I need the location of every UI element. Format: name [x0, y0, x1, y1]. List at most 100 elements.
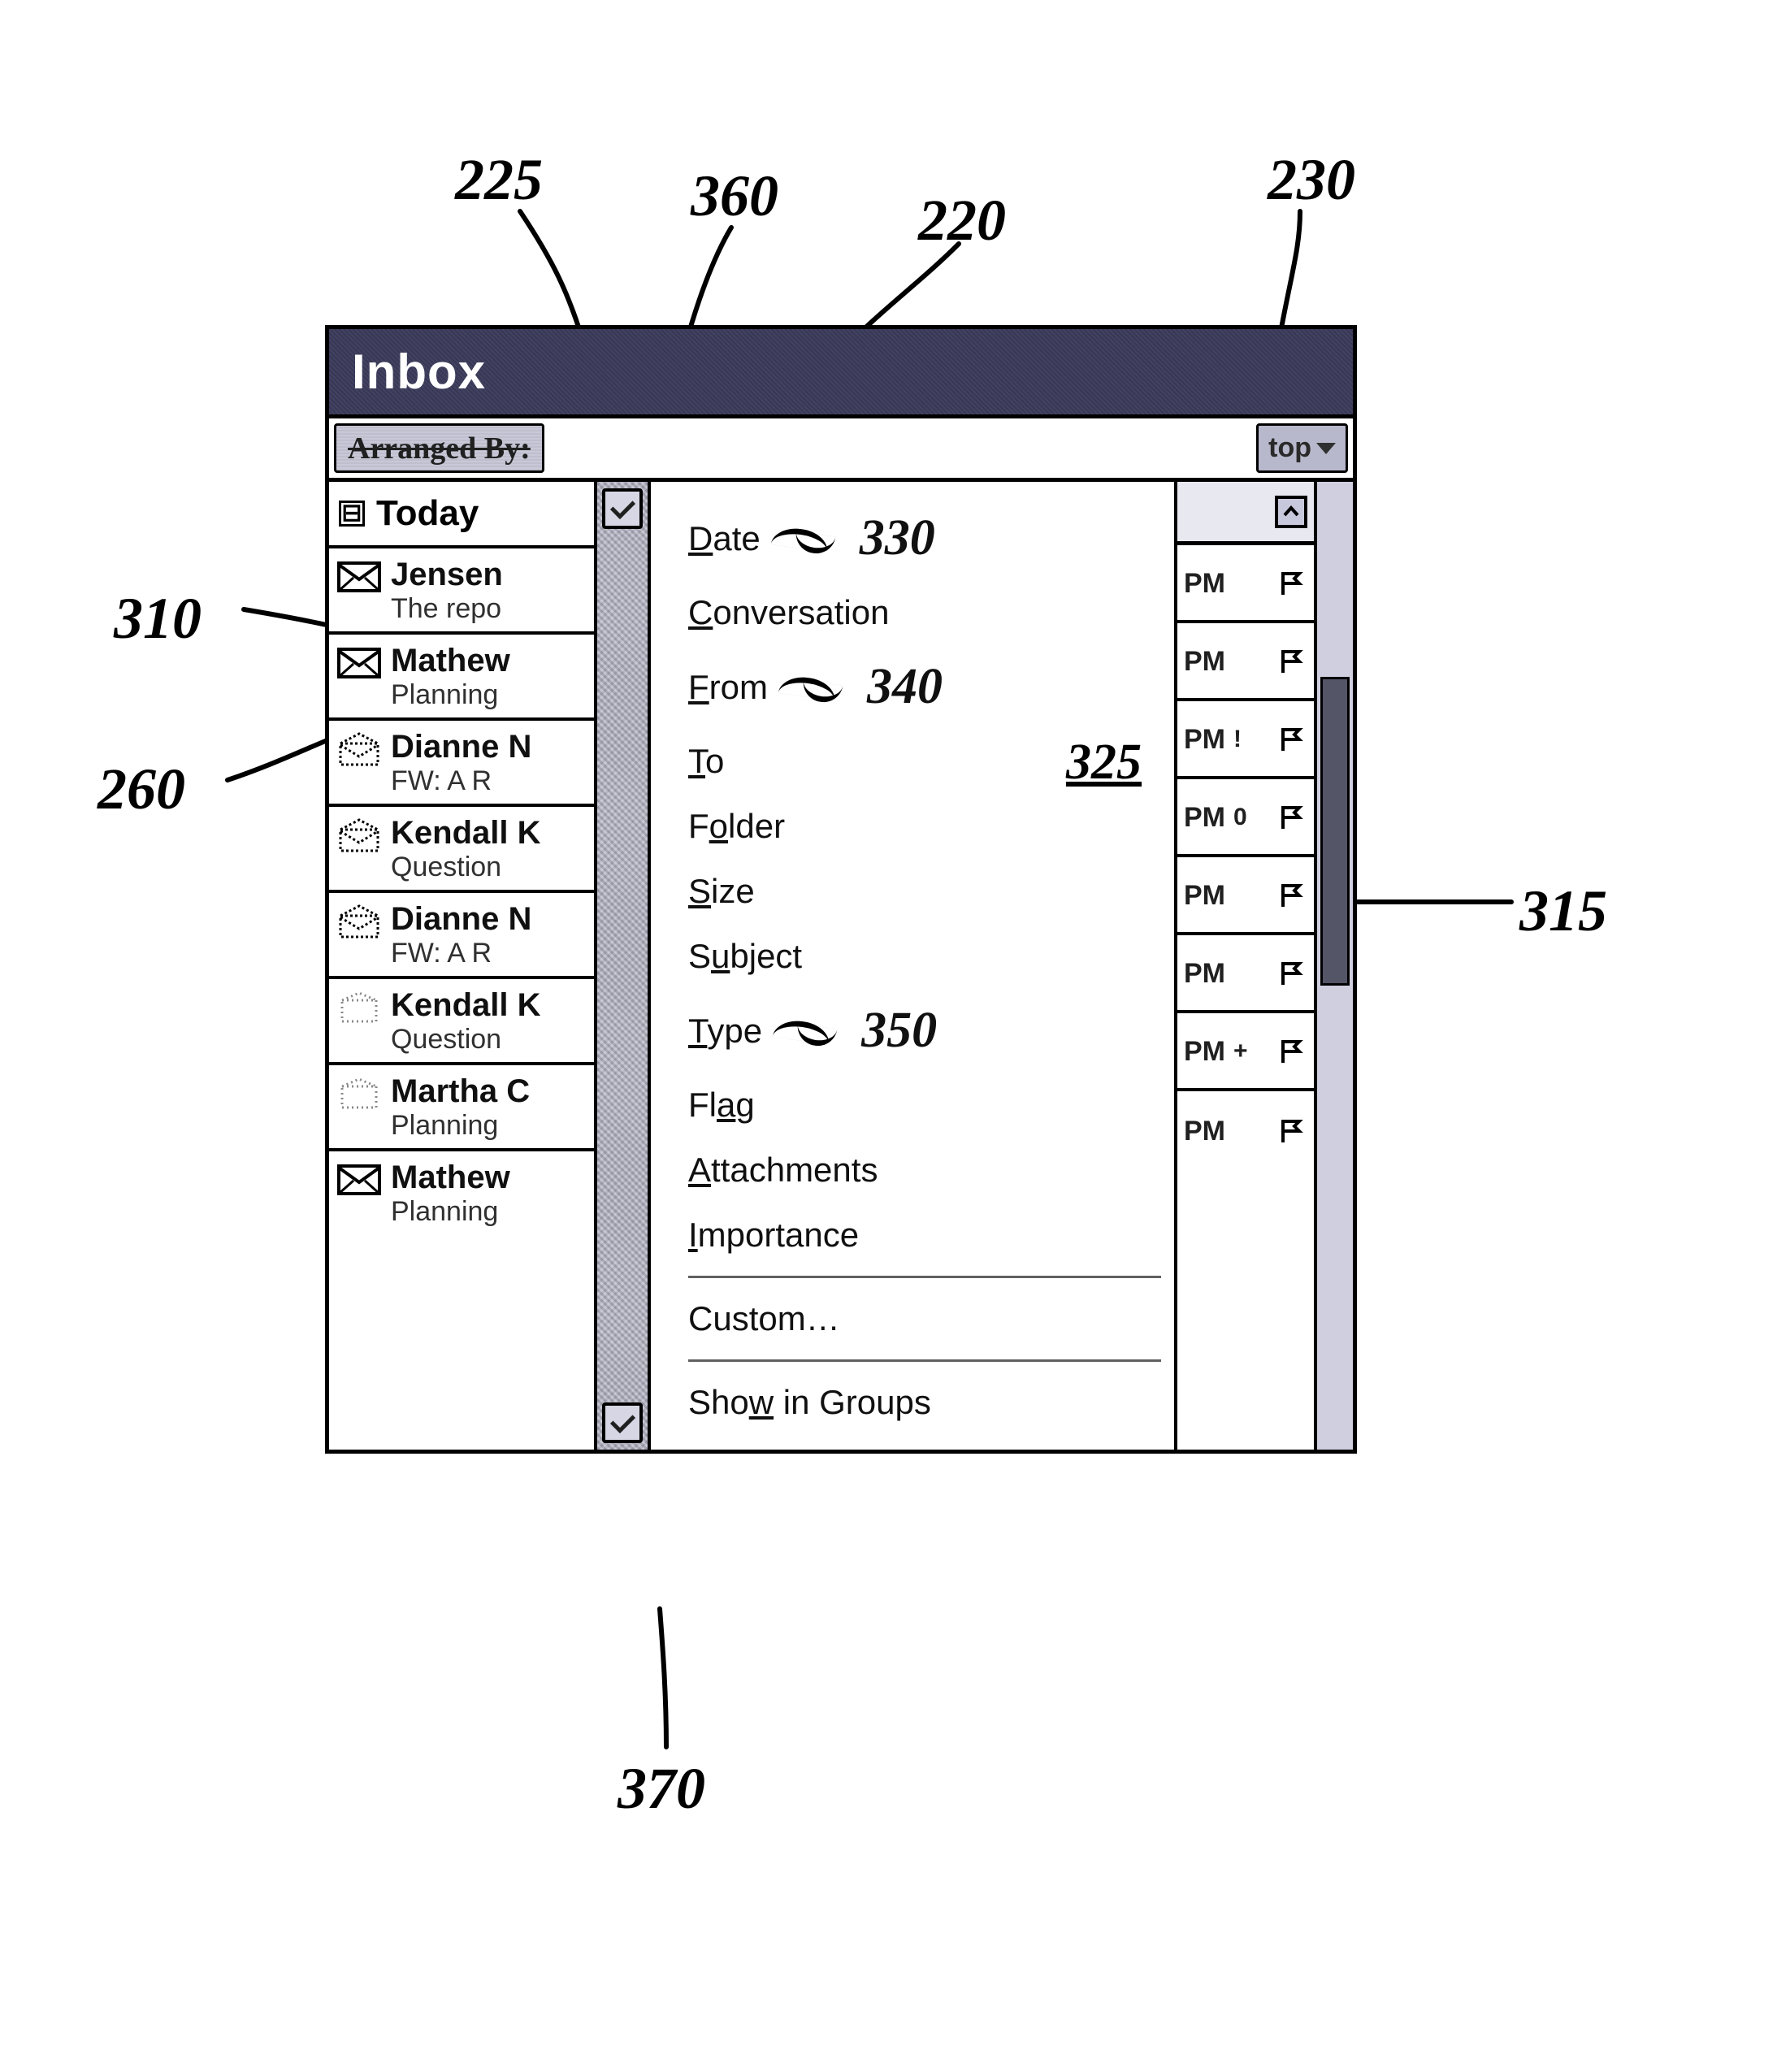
time-flag-row[interactable]: PM + [1177, 1013, 1314, 1091]
menu-item-show-in-groups[interactable]: Show in Groups [683, 1370, 1166, 1435]
time-flag-row[interactable]: PM [1177, 1091, 1314, 1169]
sender: Dianne N [391, 901, 531, 938]
sort-direction-label: top [1268, 432, 1311, 464]
inbox-window: Inbox Arranged By: top ⊟ Today JensenThe… [325, 325, 1357, 1454]
leader-tilde [772, 529, 829, 548]
time-label: PM [1184, 646, 1225, 678]
time-flag-row[interactable]: PM [1177, 935, 1314, 1013]
flag-icon [1278, 725, 1307, 754]
sender: Kendall K [391, 987, 540, 1024]
sender: Mathew [391, 643, 510, 679]
subject: Planning [391, 1196, 510, 1228]
callout-225: 225 [455, 146, 543, 214]
leader-tilde [774, 1021, 830, 1041]
time-flag-row[interactable]: PM [1177, 623, 1314, 701]
message-row[interactable]: Kendall KQuestion [329, 979, 594, 1065]
callout-360: 360 [691, 163, 778, 230]
callout-340: 340 [867, 658, 943, 716]
envelope-open-icon [337, 732, 381, 766]
time-label: PM [1184, 724, 1225, 756]
subject: Question [391, 852, 540, 883]
envelope-closed-icon [337, 646, 381, 680]
flag-icon [1278, 1116, 1307, 1146]
message-row[interactable]: JensenThe repo [329, 548, 594, 635]
menu-item-subject[interactable]: Subject [683, 924, 1166, 989]
chevron-down-icon [1316, 443, 1336, 454]
check-icon [612, 1419, 634, 1428]
time-label: PM [1184, 568, 1225, 600]
callout-260: 260 [98, 756, 185, 823]
menu-item-flag[interactable]: Flag [683, 1073, 1166, 1138]
plus-icon: + [1233, 1038, 1248, 1065]
message-row[interactable]: Dianne NFW: A R [329, 893, 594, 979]
time-flag-row[interactable]: PM [1177, 857, 1314, 935]
callout-315: 315 [1519, 878, 1607, 945]
message-row[interactable]: Dianne NFW: A R [329, 721, 594, 807]
menu-item-attachments[interactable]: Attachments [683, 1138, 1166, 1203]
message-row[interactable]: MathewPlanning [329, 1151, 594, 1234]
menu-separator [688, 1276, 1161, 1278]
menu-item-conversation[interactable]: Conversation [683, 580, 1166, 645]
time-label: PM [1184, 958, 1225, 990]
scrollbar[interactable] [1317, 482, 1353, 1450]
envelope-closed-icon [337, 1163, 381, 1197]
envelope-closed-icon [337, 560, 381, 594]
message-list: ⊟ Today JensenThe repo MathewPlanning Di… [329, 482, 597, 1450]
leader-tilde [779, 678, 836, 697]
subject: Planning [391, 679, 510, 711]
callout-230: 230 [1268, 146, 1355, 214]
time-flag-row[interactable]: PM 0 [1177, 779, 1314, 857]
subject: The repo [391, 593, 503, 625]
menu-item-date[interactable]: Date 330 [683, 496, 1166, 580]
group-label: Today [376, 493, 479, 534]
time-label: PM [1184, 880, 1225, 912]
menu-item-size[interactable]: Size [683, 859, 1166, 924]
flag-icon [1278, 881, 1307, 910]
envelope-open-icon [337, 818, 381, 852]
menu-item-importance[interactable]: Importance [683, 1203, 1166, 1268]
callout-310: 310 [114, 585, 202, 652]
arranged-by-button[interactable]: Arranged By: [334, 423, 544, 473]
importance-icon: ! [1233, 726, 1242, 753]
check-bottom-button[interactable] [602, 1402, 643, 1443]
callout-220: 220 [918, 187, 1006, 254]
callout-370: 370 [618, 1755, 705, 1823]
envelope-read-icon [337, 990, 381, 1025]
message-row[interactable]: Martha CPlanning [329, 1065, 594, 1151]
collapse-icon[interactable]: ⊟ [339, 501, 365, 527]
menu-item-custom[interactable]: Custom… [683, 1286, 1166, 1351]
envelope-read-icon [337, 1077, 381, 1111]
time-label: PM [1184, 1116, 1225, 1147]
menu-item-folder[interactable]: Folder [683, 794, 1166, 859]
right-column: PM PM PM ! PM 0 PM [1177, 482, 1353, 1450]
sender: Jensen [391, 557, 503, 593]
sender: Dianne N [391, 729, 531, 765]
attachment-icon: 0 [1233, 804, 1247, 831]
check-icon [612, 505, 634, 514]
time-flag-row[interactable]: PM ! [1177, 701, 1314, 779]
scrollbar-thumb[interactable] [1320, 677, 1350, 986]
message-row[interactable]: Kendall KQuestion [329, 807, 594, 893]
sender: Kendall K [391, 815, 540, 852]
header-row: Arranged By: top [329, 418, 1353, 482]
sort-direction-button[interactable]: top [1256, 423, 1348, 473]
chevron-up-icon [1275, 496, 1307, 528]
group-header-today[interactable]: ⊟ Today [329, 482, 594, 548]
window-title: Inbox [329, 329, 1353, 418]
callout-350: 350 [861, 1002, 937, 1060]
time-flag-column: PM PM PM ! PM 0 PM [1177, 482, 1317, 1450]
sender: Mathew [391, 1160, 510, 1196]
arrange-by-menu: Date 330 Conversation From 340 To Folder… [651, 482, 1177, 1450]
menu-item-type[interactable]: Type 350 [683, 989, 1166, 1073]
scroll-up-button[interactable] [1177, 482, 1314, 545]
time-flag-row[interactable]: PM [1177, 545, 1314, 623]
flag-icon [1278, 647, 1307, 676]
subject: FW: A R [391, 938, 531, 969]
check-top-button[interactable] [602, 488, 643, 529]
subject: FW: A R [391, 765, 531, 797]
flag-icon [1278, 1037, 1307, 1066]
menu-item-from[interactable]: From 340 [683, 645, 1166, 729]
flag-icon [1278, 803, 1307, 832]
message-row[interactable]: MathewPlanning [329, 635, 594, 721]
envelope-open-icon [337, 904, 381, 938]
